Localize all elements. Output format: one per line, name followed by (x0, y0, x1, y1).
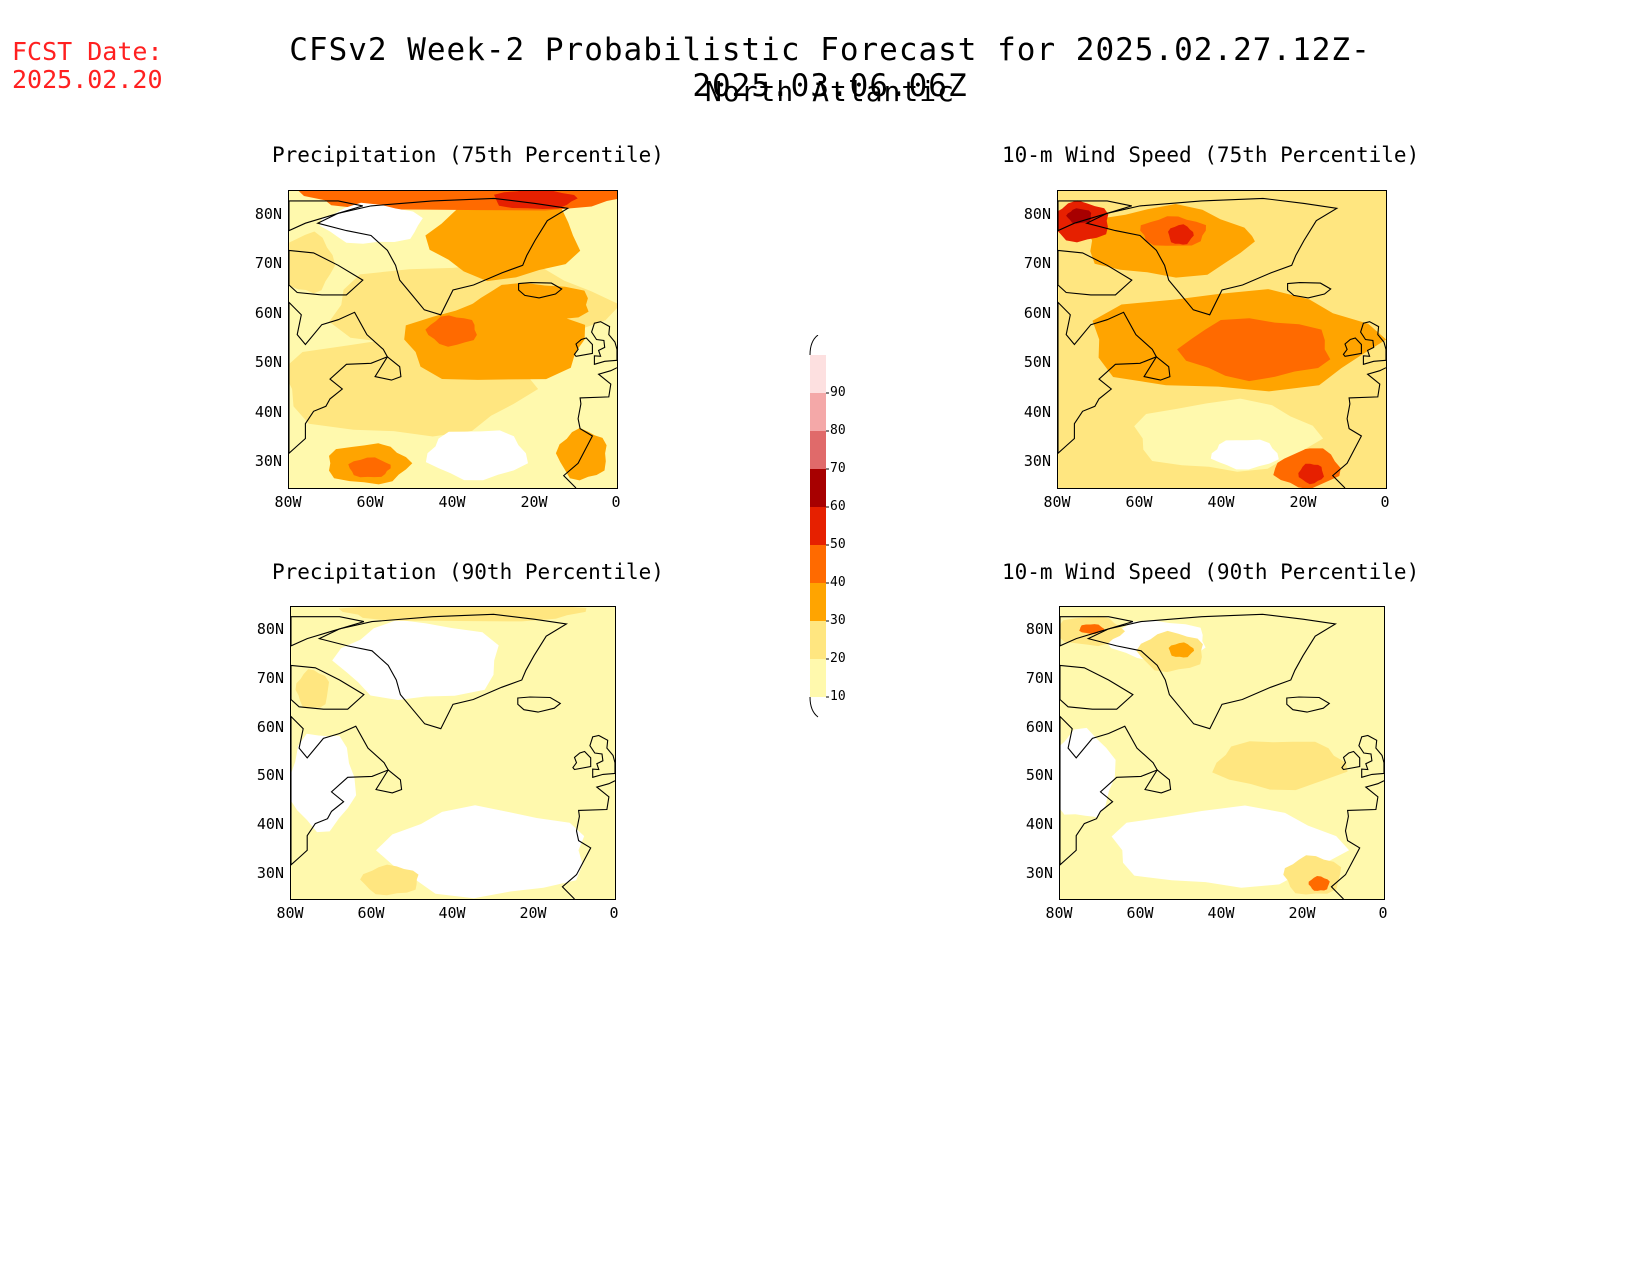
lat-tick-label: 80N (1025, 620, 1053, 639)
lat-tick-label: 60N (256, 717, 284, 736)
panel-title: 10-m Wind Speed (75th Percentile) (1002, 143, 1420, 167)
lat-tick-label: 30N (254, 452, 282, 471)
lat-tick-label: 80N (254, 204, 282, 223)
colorbar-label: 30 (830, 613, 846, 628)
lon-tick-label: 0 (609, 904, 619, 922)
colorbar-swatch (810, 507, 826, 545)
colorbar-swatch (810, 545, 826, 583)
lon-tick-label: 60W (357, 904, 385, 922)
map-wind-75 (1057, 190, 1387, 489)
lon-tick-label: 80W (1043, 493, 1071, 511)
colorbar-swatch (810, 355, 826, 393)
colorbar-label: 90 (830, 385, 846, 400)
panel-title: Precipitation (90th Percentile) (272, 560, 664, 584)
lon-tick-label: 0 (611, 493, 621, 511)
lon-tick-label: 40W (1207, 904, 1235, 922)
lat-tick-label: 40N (1023, 402, 1051, 421)
colorbar-swatch (810, 431, 826, 469)
lat-tick-label: 70N (254, 254, 282, 273)
colorbar-label: 10 (830, 689, 846, 704)
colorbar-swatch (810, 393, 826, 431)
lat-tick-label: 60N (254, 303, 282, 322)
map-wind-90 (1059, 606, 1385, 900)
map-precip-90 (290, 606, 616, 900)
colorbar-swatch (810, 659, 826, 697)
lat-tick-label: 80N (256, 620, 284, 639)
lat-tick-label: 60N (1025, 717, 1053, 736)
lat-tick-label: 40N (256, 815, 284, 833)
lat-tick-label: 50N (1023, 353, 1051, 372)
forecast-date: FCST Date: 2025.02.20 (12, 38, 163, 94)
panel-title: 10-m Wind Speed (90th Percentile) (1002, 560, 1420, 584)
colorbar-label: 60 (830, 499, 846, 514)
lon-tick-label: 0 (1378, 904, 1388, 922)
colorbar-label: 50 (830, 537, 846, 552)
colorbar-label: 20 (830, 651, 846, 666)
lon-tick-label: 40W (438, 904, 466, 922)
lat-tick-label: 50N (256, 766, 284, 785)
panel-title: Precipitation (75th Percentile) (272, 143, 664, 167)
lat-tick-label: 60N (1023, 303, 1051, 322)
lat-tick-label: 70N (1025, 669, 1053, 687)
lat-tick-label: 50N (254, 353, 282, 372)
lon-tick-label: 60W (1125, 493, 1153, 511)
lon-tick-label: 80W (276, 904, 304, 922)
lon-tick-label: 40W (1207, 493, 1235, 511)
colorbar-swatch (810, 583, 826, 621)
page-subtitle: North Atlantic (704, 75, 955, 108)
lat-tick-label: 40N (254, 402, 282, 421)
forecast-date-value: 2025.02.20 (12, 65, 163, 94)
lon-tick-label: 0 (1380, 493, 1390, 511)
lon-tick-label: 20W (519, 904, 547, 922)
lon-tick-label: 80W (274, 493, 302, 511)
lat-tick-label: 30N (256, 863, 284, 882)
lat-tick-label: 30N (1025, 863, 1053, 882)
lon-tick-label: 80W (1045, 904, 1073, 922)
page-title: CFSv2 Week-2 Probabilistic Forecast for … (289, 32, 1371, 104)
lon-tick-label: 20W (1288, 904, 1316, 922)
lat-tick-label: 70N (1023, 254, 1051, 273)
lat-tick-label: 40N (1025, 815, 1053, 833)
lon-tick-label: 60W (356, 493, 384, 511)
map-precip-75 (288, 190, 618, 489)
colorbar-swatch (810, 621, 826, 659)
lat-tick-label: 30N (1023, 452, 1051, 471)
lon-tick-label: 40W (438, 493, 466, 511)
lon-tick-label: 60W (1126, 904, 1154, 922)
colorbar-label: 80 (830, 423, 846, 438)
lat-tick-label: 50N (1025, 766, 1053, 785)
lon-tick-label: 20W (520, 493, 548, 511)
lon-tick-label: 20W (1289, 493, 1317, 511)
colorbar-label: 40 (830, 575, 846, 590)
colorbar-swatch (810, 469, 826, 507)
colorbar-label: 70 (830, 461, 846, 476)
lat-tick-label: 80N (1023, 204, 1051, 223)
lat-tick-label: 70N (256, 669, 284, 687)
forecast-date-label: FCST Date: (12, 37, 163, 66)
